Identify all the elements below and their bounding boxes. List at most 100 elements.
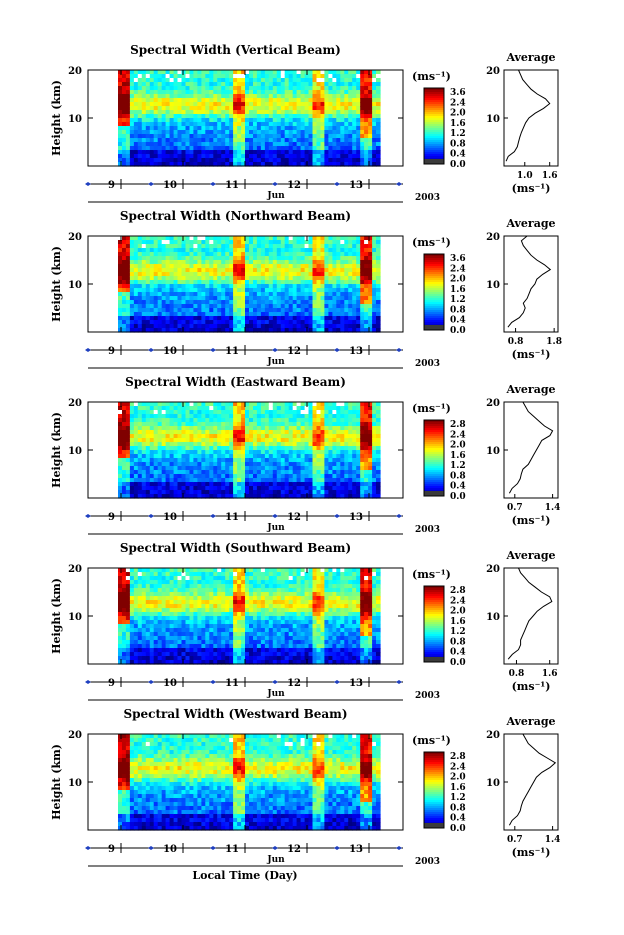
heatmap-cell <box>193 284 198 289</box>
heatmap-cell <box>182 308 187 313</box>
colorbar-unit: (ms⁻¹) <box>412 70 451 83</box>
heatmap-cell <box>237 252 242 257</box>
heatmap-cell <box>154 86 159 91</box>
heatmap-cell <box>182 466 187 471</box>
heatmap-cell <box>209 256 214 261</box>
heatmap-cell <box>273 288 278 293</box>
heatmap-cell <box>118 410 123 415</box>
heatmap-cell <box>146 158 151 163</box>
heatmap-cell <box>368 292 373 297</box>
heatmap-cell <box>301 134 306 139</box>
heatmap-cell <box>348 462 353 467</box>
heatmap-cell <box>301 422 306 427</box>
heatmap-cell <box>324 462 329 467</box>
heatmap-cell <box>277 410 282 415</box>
heatmap-cell <box>313 260 318 265</box>
heatmap-cell <box>217 98 222 103</box>
heatmap-cell <box>217 434 222 439</box>
heatmap-cell <box>197 252 202 257</box>
heatmap-cell <box>352 78 357 83</box>
heatmap-cell <box>217 86 222 91</box>
heatmap-cell <box>178 82 183 87</box>
heatmap-cell <box>364 466 369 471</box>
heatmap-cell <box>217 110 222 115</box>
heatmap-cell <box>126 138 131 143</box>
heatmap-cell <box>197 74 202 79</box>
heatmap-cell <box>289 142 294 147</box>
heatmap-cell <box>186 130 191 135</box>
heatmap-cell <box>205 264 210 269</box>
heatmap-cell <box>138 130 143 135</box>
heatmap-cell <box>364 256 369 261</box>
heatmap-cell <box>249 486 254 491</box>
heatmap-cell <box>273 312 278 317</box>
heatmap-cell <box>237 82 242 87</box>
heatmap-cell <box>209 118 214 123</box>
heatmap-cell <box>245 146 250 151</box>
heatmap-cell <box>166 490 171 495</box>
heatmap-cell <box>277 146 282 151</box>
heatmap-cell <box>376 146 381 151</box>
heatmap-cell <box>356 126 361 131</box>
heatmap-cell <box>340 264 345 269</box>
heatmap-cell <box>217 114 222 119</box>
heatmap-cell <box>249 406 254 411</box>
heatmap-cell <box>237 146 242 151</box>
heatmap-cell <box>233 418 238 423</box>
heatmap-cell <box>186 82 191 87</box>
heatmap-cell <box>178 478 183 483</box>
heatmap-cell <box>126 114 131 119</box>
heatmap-cell <box>130 248 135 253</box>
heatmap-cell <box>205 126 210 131</box>
heatmap-cell <box>301 142 306 147</box>
heatmap-cell <box>205 122 210 127</box>
heatmap-cell <box>237 418 242 423</box>
heatmap-cell <box>313 280 318 285</box>
heatmap-cell <box>249 98 254 103</box>
heatmap-cell <box>182 158 187 163</box>
heatmap-cell <box>186 248 191 253</box>
heatmap-cell <box>340 490 345 495</box>
heatmap-cell <box>313 316 318 321</box>
heatmap-cell <box>221 82 226 87</box>
heatmap-cell <box>340 320 345 325</box>
heatmap-cell <box>348 70 353 75</box>
average-x-tick-label: 1.0 <box>517 171 533 181</box>
heatmap-cell <box>237 106 242 111</box>
heatmap-cell <box>356 438 361 443</box>
heatmap-cell <box>186 98 191 103</box>
heatmap-cell <box>170 470 175 475</box>
heatmap-cell <box>158 90 163 95</box>
heatmap-cell <box>245 244 250 249</box>
heatmap-cell <box>170 414 175 419</box>
heatmap-cell <box>130 320 135 325</box>
heatmap-cell <box>130 82 135 87</box>
heatmap-cell <box>205 110 210 115</box>
heatmap-cell <box>182 248 187 253</box>
heatmap-cell <box>225 312 230 317</box>
heatmap-cell <box>154 122 159 127</box>
heatmap-cell <box>364 150 369 155</box>
heatmap-cell <box>146 490 151 495</box>
heatmap-cell <box>257 288 262 293</box>
heatmap-cell <box>237 482 242 487</box>
heatmap-cell <box>118 292 123 297</box>
heatmap-cell <box>376 90 381 95</box>
heatmap-cell <box>336 422 341 427</box>
month-label: Jun <box>266 523 285 533</box>
heatmap-cell <box>249 78 254 83</box>
heatmap-cell <box>170 292 175 297</box>
heatmap-cell <box>336 126 341 131</box>
day-tick-label: 12 <box>287 180 301 191</box>
heatmap-cell <box>364 74 369 79</box>
heatmap-cell <box>297 406 302 411</box>
heatmap-cell <box>245 486 250 491</box>
heatmap-cell <box>130 422 135 427</box>
heatmap-cell <box>376 78 381 83</box>
heatmap-cell <box>285 244 290 249</box>
heatmap-cell <box>197 240 202 245</box>
heatmap-cell <box>245 450 250 455</box>
heatmap-cell <box>146 138 151 143</box>
heatmap-cell <box>289 450 294 455</box>
heatmap-cell <box>237 414 242 419</box>
